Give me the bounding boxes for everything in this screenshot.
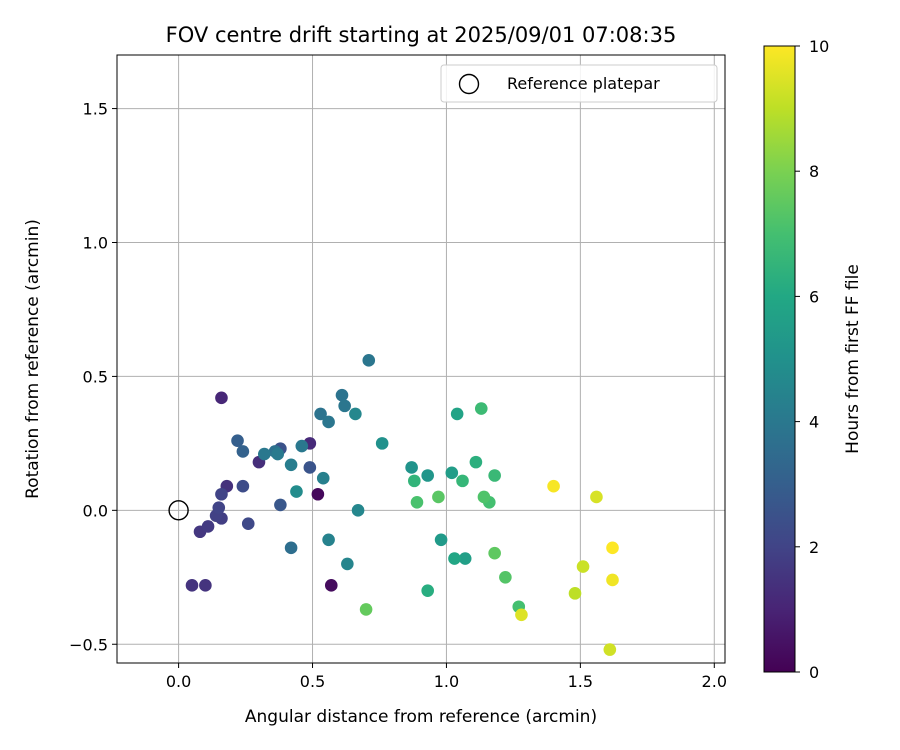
data-point — [590, 490, 603, 504]
data-point — [603, 643, 617, 656]
chart-title: FOV centre drift starting at 2025/09/01 … — [166, 23, 677, 47]
colorbar-tick-label: 4 — [809, 413, 819, 432]
reference-marker — [168, 500, 189, 521]
y-tick-label: 0.0 — [83, 501, 108, 520]
data-point — [341, 557, 354, 571]
colorbar-tick-label: 10 — [809, 37, 829, 56]
data-point — [215, 391, 228, 405]
x-axis-ticks: 0.0 0.5 1.0 1.5 2.0 — [166, 663, 727, 691]
colorbar-ticks: 0 2 4 6 8 10 — [795, 37, 829, 682]
data-point — [421, 584, 434, 597]
data-points — [185, 354, 619, 656]
data-point — [458, 552, 472, 565]
plot-frame — [116, 54, 726, 664]
colorbar-gradient — [763, 45, 796, 673]
data-point — [606, 541, 619, 555]
y-axis-label: Rotation from reference (arcmin) — [23, 219, 43, 499]
data-point — [314, 407, 327, 421]
y-tick-label: 1.5 — [83, 100, 108, 119]
colorbar-label: Hours from first FF file — [843, 264, 863, 454]
data-point — [450, 407, 464, 421]
data-point — [499, 570, 512, 584]
data-point — [316, 471, 330, 485]
data-point — [271, 447, 285, 461]
data-point — [290, 485, 303, 498]
data-point — [236, 445, 250, 458]
data-point — [212, 501, 226, 514]
reference-platepar-marker — [168, 500, 189, 521]
legend-box — [440, 64, 718, 103]
data-point — [322, 533, 335, 547]
x-tick-label: 1.0 — [434, 672, 459, 691]
data-point — [488, 546, 501, 560]
data-point — [432, 490, 445, 504]
x-tick-label: 0.0 — [166, 672, 191, 691]
y-tick-label: −0.5 — [69, 635, 108, 654]
data-point — [311, 487, 325, 501]
data-point — [547, 479, 560, 493]
colorbar-tick-label: 8 — [809, 162, 819, 181]
data-point — [375, 437, 389, 450]
data-point — [405, 461, 418, 474]
data-point — [488, 469, 501, 482]
data-point — [284, 458, 298, 472]
y-tick-label: 0.5 — [83, 367, 108, 386]
y-tick-label: 1.0 — [83, 233, 108, 252]
legend-entry-label: Reference platepar — [507, 74, 660, 93]
data-point — [199, 579, 212, 592]
colorbar-tick-label: 6 — [809, 287, 819, 306]
data-point — [359, 603, 373, 616]
colorbar-tick-label: 0 — [809, 663, 819, 682]
data-point — [410, 495, 424, 509]
legend: Reference platepar — [440, 64, 718, 103]
data-point — [445, 466, 459, 480]
colorbar-tick-label: 2 — [809, 538, 819, 557]
data-point — [351, 504, 365, 517]
data-point — [185, 579, 199, 592]
data-point — [284, 541, 298, 555]
data-point — [362, 354, 376, 367]
data-point — [606, 573, 619, 587]
data-point — [477, 490, 491, 504]
data-point — [335, 388, 349, 402]
data-point — [469, 455, 483, 469]
data-point — [576, 560, 590, 573]
x-tick-label: 1.5 — [568, 672, 593, 691]
data-point — [349, 407, 362, 421]
data-point — [231, 434, 244, 447]
data-point — [338, 399, 351, 413]
x-tick-label: 2.0 — [702, 672, 727, 691]
x-axis-label: Angular distance from reference (arcmin) — [245, 707, 597, 727]
data-point — [515, 608, 528, 622]
data-point — [324, 579, 338, 592]
data-point — [568, 587, 582, 600]
grid-lines — [117, 55, 725, 663]
data-point — [408, 474, 421, 488]
data-point — [215, 487, 228, 501]
colorbar: 0 2 4 6 8 10 Hours from first FF file — [763, 37, 863, 682]
data-point — [474, 402, 488, 415]
data-point — [201, 520, 215, 533]
data-point — [322, 415, 335, 429]
data-point — [303, 461, 317, 474]
data-point — [258, 447, 271, 461]
data-point — [434, 533, 448, 547]
data-point — [274, 498, 287, 512]
data-point — [421, 469, 434, 482]
data-point — [236, 479, 250, 493]
x-tick-label: 0.5 — [300, 672, 325, 691]
data-point — [241, 517, 255, 531]
y-axis-ticks: −0.5 0.0 0.5 1.0 1.5 — [69, 100, 117, 654]
data-point — [448, 552, 461, 565]
data-point — [295, 439, 309, 453]
legend-marker-circle — [458, 73, 480, 95]
data-point — [456, 474, 469, 488]
